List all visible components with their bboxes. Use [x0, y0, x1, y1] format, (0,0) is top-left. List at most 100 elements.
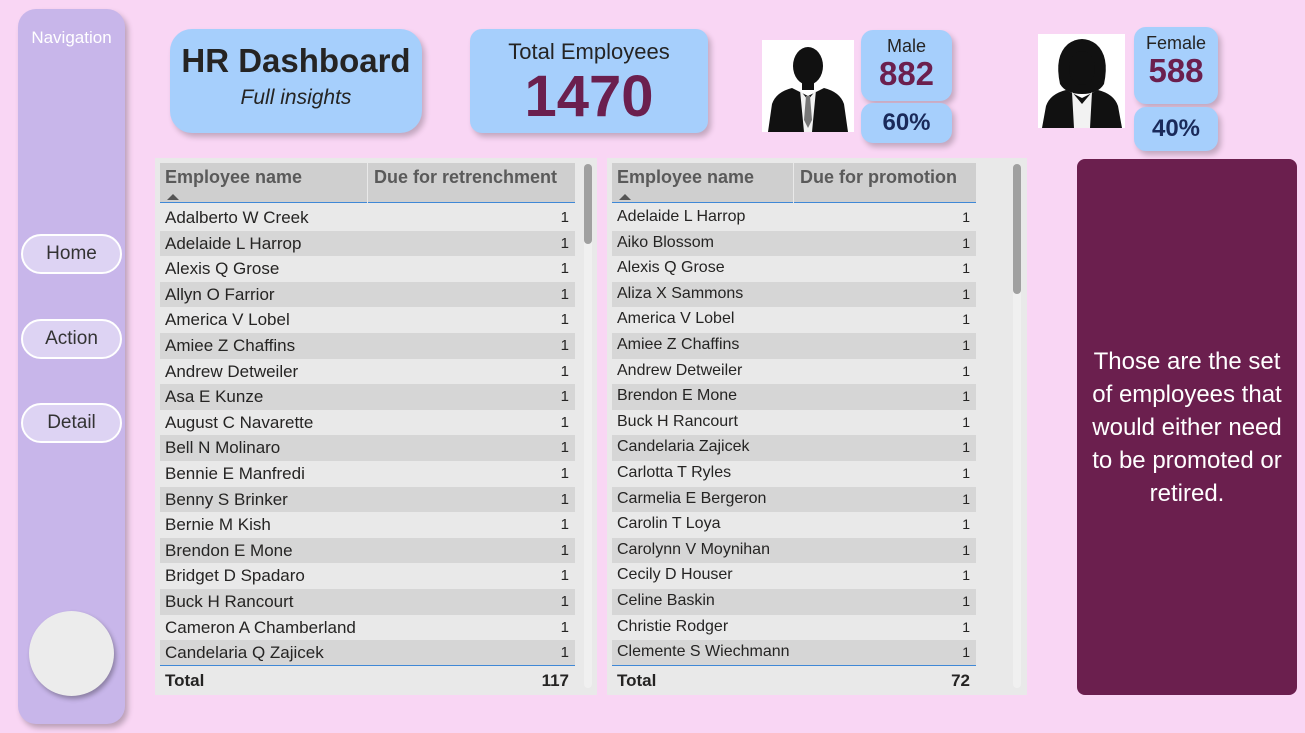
- employee-name-cell: Bell N Molinaro: [165, 438, 281, 458]
- table-row[interactable]: Aiko Blossom 1: [612, 230, 976, 257]
- navigation-title: Navigation: [31, 28, 112, 47]
- value-cell: 1: [560, 567, 569, 585]
- table-row[interactable]: Carolin T Loya 1: [612, 512, 976, 538]
- employee-name-cell: Amiee Z Chaffins: [165, 336, 296, 355]
- employee-name-cell: Carolin T Loya: [617, 515, 721, 533]
- scrollbar-thumb[interactable]: [584, 164, 592, 244]
- scrollbar[interactable]: [584, 164, 592, 688]
- sort-ascending-icon[interactable]: [619, 194, 631, 200]
- table-row[interactable]: Carmelia E Bergeron 1: [612, 486, 976, 513]
- female-count: 588: [1148, 52, 1204, 89]
- employee-name-cell: Bennie E Manfredi: [165, 464, 305, 483]
- table-row[interactable]: Buck H Rancourt 1: [612, 410, 976, 436]
- employee-name-cell: Benny S Brinker: [165, 489, 288, 509]
- male-card: Male 882: [861, 30, 952, 101]
- value-cell: 1: [560, 593, 569, 610]
- value-cell: 1: [560, 388, 569, 406]
- table-row[interactable]: Andrew Detweiler 1: [612, 359, 976, 385]
- value-cell: 1: [560, 644, 569, 662]
- table-row[interactable]: Asa E Kunze 1: [160, 384, 575, 410]
- table-row[interactable]: August C Navarette 1: [160, 410, 575, 436]
- employee-name-cell: Bridget D Spadaro: [165, 566, 305, 586]
- nav-circle-button[interactable]: [29, 611, 114, 696]
- value-cell: 1: [560, 285, 569, 303]
- retrenchment-table: Employee name Due for retrenchment Adalb…: [155, 158, 597, 695]
- home-button[interactable]: Home: [21, 234, 122, 274]
- value-cell: 1: [962, 311, 970, 328]
- page-subtitle: Full insights: [240, 86, 352, 109]
- employee-name-cell: Andrew Detweiler: [165, 361, 299, 381]
- female-percent-card: 40%: [1134, 107, 1218, 151]
- table-row[interactable]: Celine Baskin 1: [612, 589, 976, 615]
- sort-ascending-icon[interactable]: [167, 194, 179, 200]
- value-cell: 1: [560, 362, 569, 380]
- table-row[interactable]: Carlotta T Ryles 1: [612, 461, 976, 487]
- table-row[interactable]: Allyn O Farrior 1: [160, 281, 575, 308]
- table-row[interactable]: Brendon E Mone 1: [160, 537, 575, 564]
- column-divider: [367, 163, 368, 203]
- employee-name-cell: Alexis Q Grose: [617, 259, 725, 277]
- table-row[interactable]: Candelaria Q Zajicek 1: [160, 640, 575, 666]
- note-box: Those are the set of employees that woul…: [1077, 159, 1297, 695]
- value-cell: 1: [962, 490, 970, 507]
- table-row[interactable]: America V Lobel 1: [612, 307, 976, 333]
- total-label: Total: [165, 671, 205, 690]
- table-row[interactable]: Adelaide L Harrop 1: [160, 230, 575, 257]
- employee-name-cell: Adelaide L Harrop: [165, 233, 302, 253]
- table-row[interactable]: Bernie M Kish 1: [160, 512, 575, 538]
- table-row[interactable]: Amiee Z Chaffins 1: [612, 333, 976, 359]
- table-row[interactable]: Alexis Q Grose 1: [612, 256, 976, 282]
- employee-name-cell: Carlotta T Ryles: [617, 464, 732, 481]
- table-row[interactable]: America V Lobel 1: [160, 307, 575, 333]
- table-total-row: Total 117: [160, 665, 575, 695]
- table-row[interactable]: Christie Rodger 1: [612, 615, 976, 641]
- value-cell: 1: [962, 439, 970, 456]
- column-due-for-retrenchment[interactable]: Due for retrenchment: [374, 167, 558, 187]
- table-row[interactable]: Benny S Brinker 1: [160, 486, 575, 513]
- table-row[interactable]: Amiee Z Chaffins 1: [160, 333, 575, 359]
- employee-name-cell: America V Lobel: [617, 310, 735, 328]
- table-row[interactable]: Andrew Detweiler 1: [160, 359, 575, 385]
- table-row[interactable]: Buck H Rancourt 1: [160, 589, 575, 615]
- employee-name-cell: Christie Rodger: [617, 617, 729, 635]
- table-row[interactable]: Carolynn V Moynihan 1: [612, 537, 976, 564]
- table-row[interactable]: Adalberto W Creek 1: [160, 205, 575, 231]
- table-row[interactable]: Bennie E Manfredi 1: [160, 461, 575, 487]
- total-employees-label: Total Employees: [508, 39, 670, 64]
- table-row[interactable]: Adelaide L Harrop 1: [612, 205, 976, 231]
- table-row[interactable]: Brendon E Mone 1: [612, 384, 976, 410]
- table-row[interactable]: Clemente S Wiechmann 1: [612, 640, 976, 666]
- value-cell: 1: [560, 337, 569, 354]
- table-row[interactable]: Alexis Q Grose 1: [160, 256, 575, 282]
- male-count: 882: [878, 55, 935, 92]
- value-cell: 1: [962, 413, 970, 430]
- employee-name-cell: Brendon E Mone: [165, 540, 293, 560]
- total-employees-value: 1470: [524, 64, 654, 129]
- table-total-row: Total 72: [612, 665, 976, 695]
- scrollbar-thumb[interactable]: [1013, 164, 1021, 294]
- action-button[interactable]: Action: [21, 319, 122, 359]
- table-row[interactable]: Cecily D Houser 1: [612, 563, 976, 589]
- value-cell: 1: [560, 516, 569, 534]
- value-cell: 1: [962, 260, 970, 277]
- table-row[interactable]: Aliza X Sammons 1: [612, 281, 976, 308]
- column-employee-name[interactable]: Employee name: [617, 167, 755, 187]
- scrollbar[interactable]: [1013, 164, 1021, 688]
- detail-button[interactable]: Detail: [21, 403, 122, 443]
- table-row[interactable]: Cameron A Chamberland 1: [160, 615, 575, 641]
- column-due-for-promotion[interactable]: Due for promotion: [800, 167, 957, 187]
- employee-name-cell: August C Navarette: [165, 412, 314, 432]
- value-cell: 1: [560, 413, 569, 431]
- value-cell: 1: [560, 439, 569, 457]
- employee-name-cell: Carolynn V Moynihan: [617, 540, 770, 558]
- male-percent: 60%: [882, 109, 931, 136]
- total-employees-card: Total Employees 1470: [470, 29, 708, 133]
- column-employee-name[interactable]: Employee name: [165, 167, 303, 187]
- value-cell: 1: [962, 644, 970, 661]
- table-row[interactable]: Bridget D Spadaro 1: [160, 563, 575, 589]
- female-percent: 40%: [1151, 115, 1201, 142]
- table-row[interactable]: Bell N Molinaro 1: [160, 435, 575, 461]
- value-cell: 1: [962, 593, 970, 609]
- table-row[interactable]: Candelaria Zajicek 1: [612, 435, 976, 461]
- employee-name-cell: Aiko Blossom: [617, 233, 714, 251]
